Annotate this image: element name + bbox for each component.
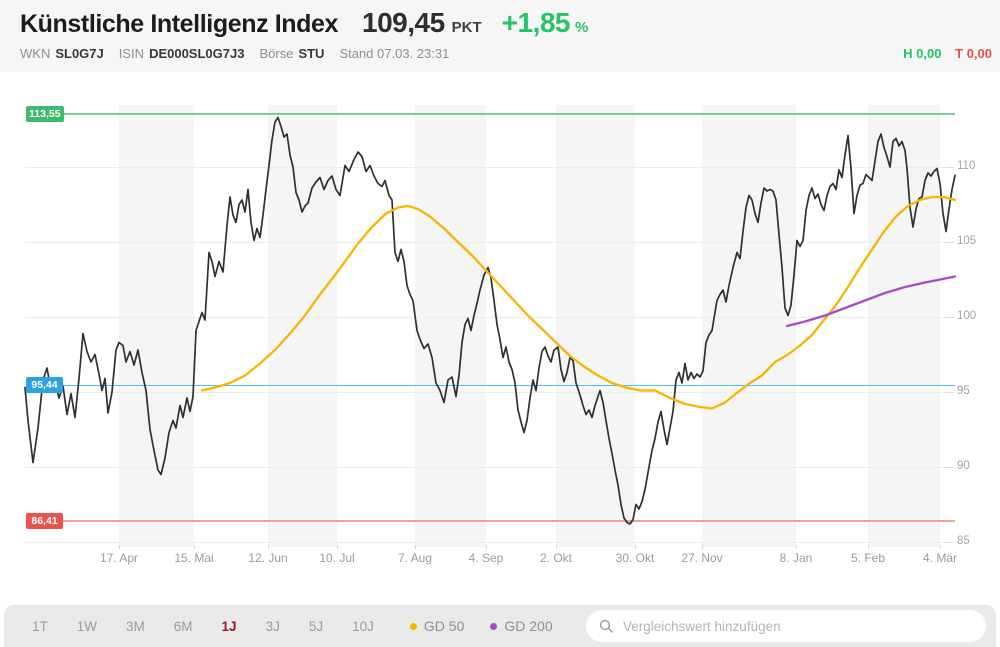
instrument-meta: WKN SL0G7J ISIN DE000SL0G7J3 Börse STU S…: [20, 46, 449, 61]
low-marker-line: [26, 520, 955, 522]
month-stripe: [702, 105, 796, 547]
price-unit: PKT: [451, 19, 482, 36]
month-stripe: [556, 105, 635, 547]
y-axis-tick: [946, 391, 953, 393]
period-selector: 1T 1W 3M 6M 1J 3J 5J 10J: [32, 619, 374, 634]
x-axis-tick: [702, 545, 703, 549]
x-axis-tick: [486, 545, 487, 549]
x-axis-tick: [868, 545, 869, 549]
y-axis-tick: [946, 166, 953, 168]
chart-toolbar: 1T 1W 3M 6M 1J 3J 5J 10J GD 50 GD 200: [4, 605, 996, 647]
x-axis-tick: [940, 545, 941, 549]
y-axis-tick: [946, 466, 953, 468]
y-axis-label: 90: [957, 460, 970, 472]
high-marker-line: [26, 112, 955, 115]
isin-label: ISIN: [118, 46, 145, 61]
period-1j[interactable]: 1J: [221, 618, 237, 634]
x-axis-tick: [194, 545, 195, 549]
ref-marker-line: [26, 384, 955, 387]
boerse-value: STU: [298, 46, 325, 61]
indicator-dot-icon: [409, 622, 417, 630]
x-axis-label: 8. Jan: [779, 551, 813, 565]
low-marker-badge: 86,41: [26, 512, 63, 529]
wkn-label: WKN: [20, 46, 51, 61]
gridline: [25, 541, 955, 543]
gridline: [25, 166, 955, 168]
gridline: [25, 391, 955, 393]
x-axis-tick: [415, 545, 416, 549]
boerse-label: Börse: [259, 46, 294, 61]
x-axis-label: 4. Mär: [922, 551, 957, 565]
indicator-gd50[interactable]: GD 50: [409, 618, 465, 634]
quote-header: Künstliche Intelligenz Index 109,45 PKT …: [0, 0, 1000, 72]
gridline: [25, 241, 955, 243]
y-axis-tick: [946, 316, 953, 318]
x-axis-label: 27. Nov: [681, 551, 723, 565]
x-axis-tick: [556, 545, 557, 549]
gridline: [25, 466, 955, 468]
period-1t[interactable]: 1T: [32, 618, 48, 634]
x-axis-label: 5. Feb: [850, 551, 886, 565]
x-axis-label: 7. Aug: [397, 551, 433, 565]
x-axis-label: 2. Okt: [539, 551, 572, 565]
y-axis-label: 105: [957, 235, 977, 247]
y-axis-label: 85: [957, 535, 970, 547]
y-axis-tick: [946, 241, 953, 243]
month-stripe: [119, 105, 194, 547]
x-axis-label: 10. Jul: [319, 551, 355, 565]
period-5j[interactable]: 5J: [308, 618, 324, 634]
high-marker-badge: 113,55: [26, 105, 64, 122]
day-high-low: H 0,00 T 0,00: [903, 46, 992, 61]
compare-search[interactable]: [586, 610, 986, 642]
x-axis-tick: [635, 545, 636, 549]
wkn-value: SL0G7J: [55, 46, 104, 61]
y-axis-label: 110: [957, 160, 976, 172]
stand-timestamp: Stand 07.03. 23:31: [339, 46, 450, 61]
x-axis-label: 17. Apr: [99, 551, 139, 565]
x-axis-label: 12. Jun: [248, 551, 288, 565]
x-axis-tick: [119, 545, 120, 549]
indicator-label: GD 200: [504, 618, 553, 634]
instrument-title: Künstliche Intelligenz Index: [20, 10, 339, 38]
indicator-gd200[interactable]: GD 200: [490, 618, 553, 634]
compare-search-input[interactable]: [621, 617, 973, 635]
x-axis-tick: [796, 545, 797, 549]
y-axis-label: 100: [957, 310, 977, 322]
period-3m[interactable]: 3M: [126, 618, 145, 634]
month-stripe: [868, 105, 940, 547]
change-unit: %: [575, 19, 589, 36]
period-1w[interactable]: 1W: [76, 618, 98, 634]
gridline: [25, 316, 955, 318]
y-axis-label: 95: [957, 385, 970, 397]
x-axis-label: 4. Sep: [468, 551, 504, 565]
y-axis-tick: [946, 541, 953, 543]
month-stripe: [415, 105, 486, 547]
isin-value: DE000SL0G7J3: [149, 46, 245, 61]
title-row: Künstliche Intelligenz Index 109,45 PKT …: [20, 7, 588, 39]
x-axis-tick: [337, 545, 338, 549]
indicator-dot-icon: [490, 622, 498, 630]
period-3j[interactable]: 3J: [265, 618, 280, 634]
price-value: 109,45: [362, 7, 445, 38]
day-low: T 0,00: [955, 46, 992, 61]
period-10j[interactable]: 10J: [352, 618, 374, 634]
reference-marker-badge: 95,44: [26, 377, 63, 394]
x-axis-label: 30. Okt: [615, 551, 655, 565]
change-value: +1,85: [501, 7, 571, 38]
month-stripe: [268, 105, 337, 547]
search-icon: [599, 619, 613, 633]
indicator-legend: GD 50 GD 200: [409, 618, 553, 634]
period-6m[interactable]: 6M: [173, 618, 193, 634]
indicator-label: GD 50: [423, 618, 465, 634]
x-axis-label: 15. Mai: [174, 551, 214, 565]
x-axis-tick: [268, 545, 269, 549]
day-high: H 0,00: [903, 46, 942, 61]
